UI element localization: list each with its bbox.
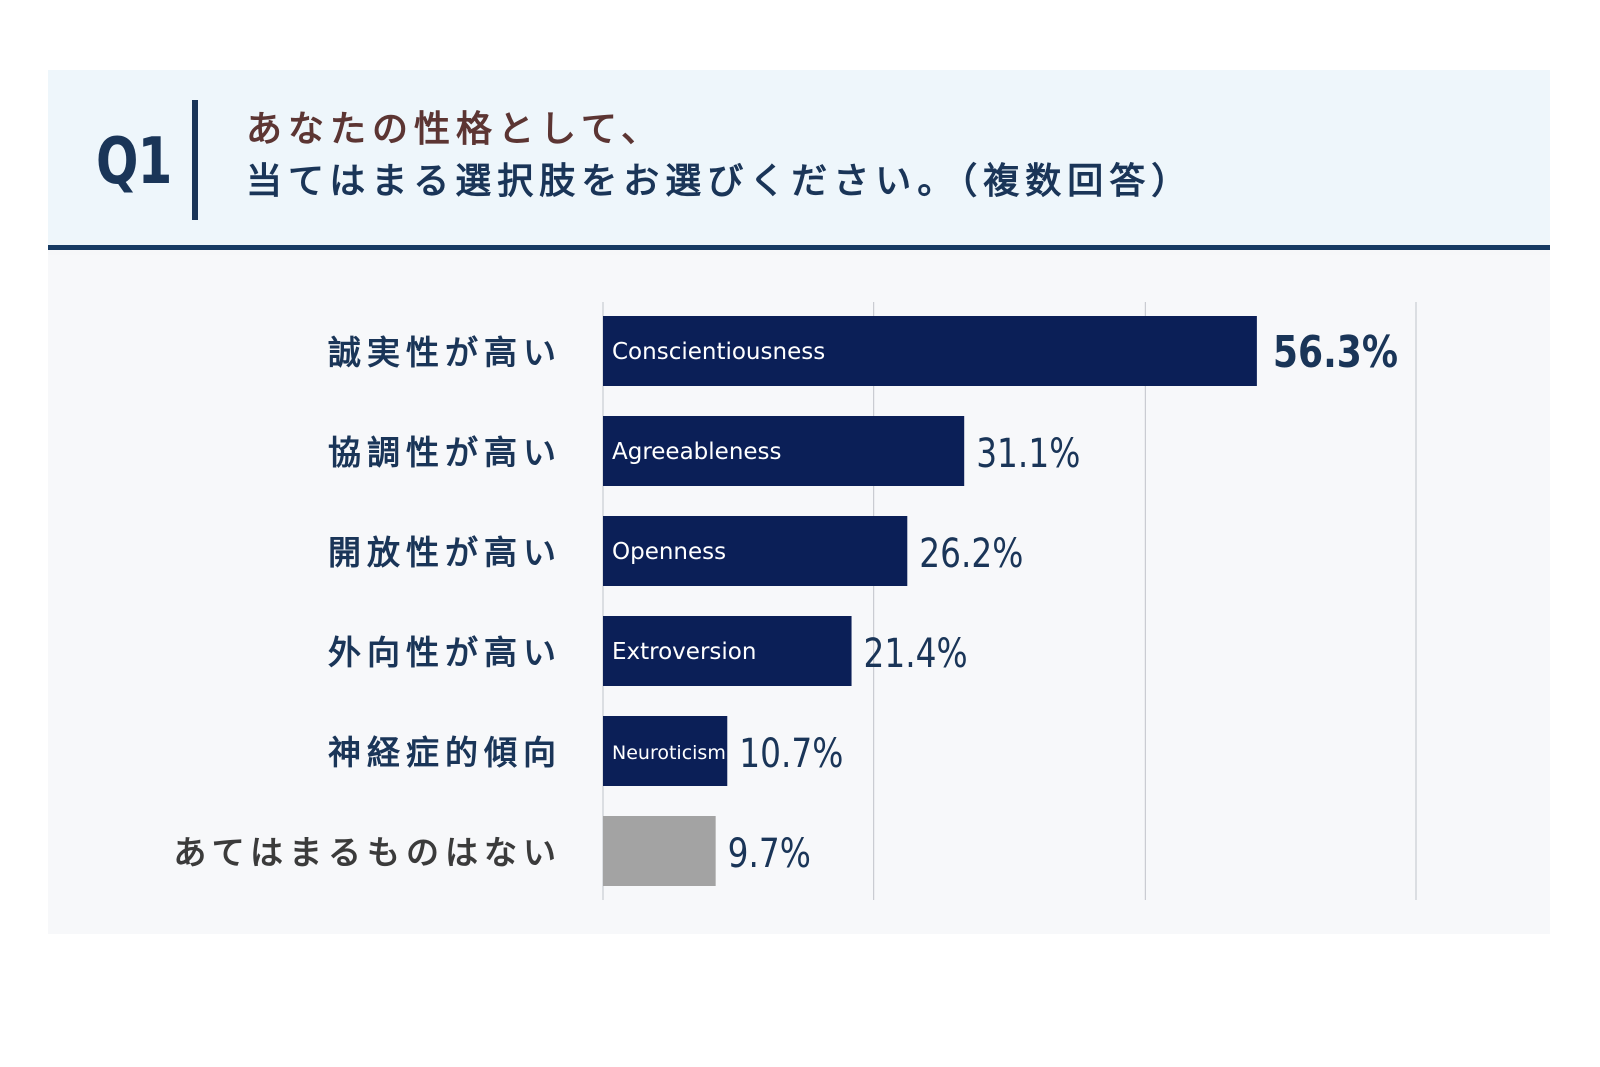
value-label: 10.7% — [739, 730, 843, 777]
question-divider — [192, 100, 198, 220]
value-label: 21.4% — [864, 630, 968, 677]
bar-inner-label: Agreeableness — [612, 439, 782, 465]
question-title-line2: 当てはまる選択肢をお選びください。（複数回答） — [246, 161, 1194, 202]
bar-3 — [603, 616, 852, 686]
category-label: 開放性が高い — [328, 533, 562, 572]
category-label: あてはまるものはない — [173, 833, 562, 872]
bar-inner-label: Extroversion — [612, 639, 756, 665]
bar-5 — [603, 816, 716, 886]
bar-4 — [603, 716, 728, 786]
bar-inner-label: Openness — [612, 539, 726, 565]
header-rule — [48, 245, 1550, 250]
bar-0 — [603, 316, 1257, 386]
category-label: 協調性が高い — [328, 433, 562, 472]
question-number: Q1 — [96, 125, 172, 199]
bar-2 — [603, 516, 908, 586]
bar-inner-label: Conscientiousness — [612, 339, 825, 365]
question-title-line1: あなたの性格として、 — [246, 109, 664, 150]
category-label: 誠実性が高い — [328, 333, 562, 372]
value-label: 9.7% — [728, 830, 811, 877]
value-label: 31.1% — [976, 430, 1080, 477]
category-label: 外向性が高い — [328, 633, 562, 672]
value-label: 26.2% — [919, 530, 1023, 577]
bar-1 — [603, 416, 965, 486]
value-label: 56.3% — [1273, 328, 1398, 378]
question-header: Q1 あなたの性格として、 当てはまる選択肢をお選びください。（複数回答） — [48, 70, 1550, 245]
bar-inner-label: Neuroticism — [612, 742, 726, 764]
category-label: 神経症的傾向 — [328, 733, 562, 772]
